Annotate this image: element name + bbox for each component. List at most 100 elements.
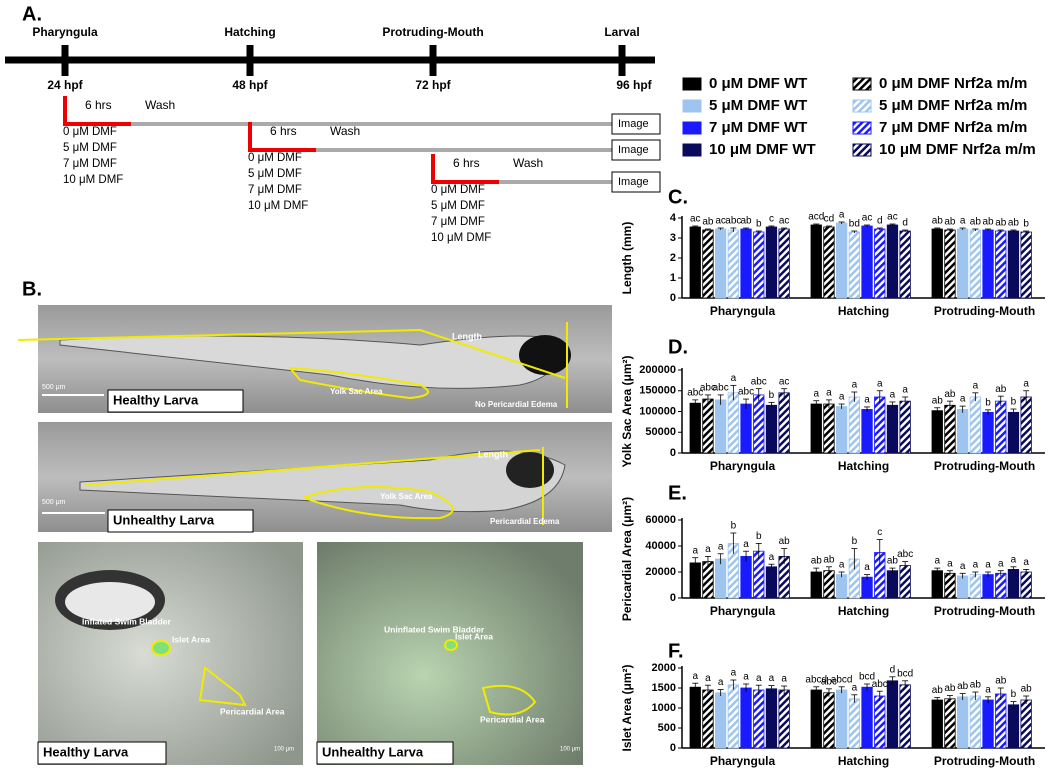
significance-letter: a xyxy=(947,558,953,569)
error-bar xyxy=(864,224,871,227)
bar xyxy=(753,394,765,454)
image-healthy-closeup xyxy=(38,542,303,765)
bar xyxy=(715,558,727,599)
error-bar xyxy=(889,676,896,685)
significance-letter: ac xyxy=(690,214,701,225)
significance-letter: a xyxy=(852,682,858,693)
significance-letter: d xyxy=(877,216,883,227)
stage-name: Hatching xyxy=(224,25,275,39)
significance-letter: d xyxy=(902,218,908,229)
error-bar xyxy=(743,227,750,230)
treatment-line xyxy=(248,122,316,152)
significance-letter: a xyxy=(973,380,979,391)
significance-letter: c xyxy=(769,214,774,225)
stage-time: 96 hpf xyxy=(616,78,652,92)
y-tick-label: 1 xyxy=(670,272,676,284)
image-label: Healthy Larva xyxy=(43,744,129,759)
scale-label: 500 μm xyxy=(42,384,66,391)
x-tick-label: Pharyngula xyxy=(710,459,776,473)
bar xyxy=(982,699,994,749)
significance-letter: abc xyxy=(897,549,913,560)
bar xyxy=(765,404,778,454)
bar xyxy=(740,556,752,599)
bar xyxy=(969,695,981,749)
error-bar xyxy=(704,684,711,695)
y-tick-label: 150000 xyxy=(639,385,676,397)
y-tick-label: 1500 xyxy=(652,682,676,694)
bar xyxy=(982,574,994,599)
error-bar xyxy=(876,227,883,230)
bar xyxy=(886,680,899,749)
bar xyxy=(969,396,981,454)
error-bar xyxy=(704,556,711,567)
significance-letter: abcd xyxy=(805,674,827,685)
significance-letter: ab xyxy=(932,395,944,406)
error-bar xyxy=(864,683,871,691)
error-bar xyxy=(934,567,941,574)
bar xyxy=(778,228,790,299)
bar xyxy=(689,402,701,454)
error-bar xyxy=(717,689,724,696)
error-bar xyxy=(889,223,896,226)
dose-label: 7 μM DMF xyxy=(431,216,485,228)
error-bar xyxy=(825,566,832,575)
significance-letter: ab xyxy=(740,216,752,227)
error-bar xyxy=(781,685,788,694)
bar xyxy=(836,406,848,454)
significance-letter: a xyxy=(705,544,711,555)
error-bar xyxy=(717,394,724,405)
dose-label: 5 μM DMF xyxy=(248,168,302,180)
label-box xyxy=(37,741,167,765)
y-tick-label: 100000 xyxy=(639,405,676,417)
bar xyxy=(886,404,899,454)
error-bar xyxy=(889,401,896,409)
significance-letter: ac xyxy=(779,376,790,387)
error-bar xyxy=(1023,695,1030,704)
significance-letter: a xyxy=(705,673,711,684)
error-bar xyxy=(997,687,1004,700)
y-tick-label: 0 xyxy=(670,592,676,604)
annotation: Length xyxy=(478,449,508,459)
bar xyxy=(765,226,778,299)
dose-label: 10 μM DMF xyxy=(431,232,491,244)
error-bar xyxy=(743,398,750,410)
larva-images xyxy=(17,305,612,765)
bar xyxy=(1007,569,1020,599)
dose-label: 0 μM DMF xyxy=(248,152,302,164)
bar xyxy=(982,411,994,454)
error-bar xyxy=(876,690,883,701)
significance-letter: abc xyxy=(713,383,729,394)
bar xyxy=(836,689,848,749)
annotation: Length xyxy=(452,331,482,341)
error-bar xyxy=(902,561,909,570)
legend-swatch xyxy=(682,77,702,91)
error-bar xyxy=(972,392,979,402)
y-tick-label: 200000 xyxy=(639,364,676,376)
significance-letter: ab xyxy=(995,218,1007,229)
error-bar xyxy=(813,400,820,408)
error-bar xyxy=(730,679,737,690)
error-bar xyxy=(717,227,724,230)
significance-letter: cd xyxy=(824,214,835,225)
significance-letter: abc xyxy=(872,679,888,690)
bar xyxy=(778,392,790,454)
dose-label: 7 μM DMF xyxy=(248,184,302,196)
error-bar xyxy=(730,384,737,401)
bar xyxy=(874,396,886,454)
error-bar xyxy=(876,539,883,566)
bar xyxy=(715,399,727,454)
bar xyxy=(740,228,752,299)
panel-label: E. xyxy=(668,482,687,504)
significance-letter: a xyxy=(864,562,870,573)
error-bar xyxy=(985,571,992,578)
label-box xyxy=(107,509,254,533)
significance-letter: ab xyxy=(970,217,982,228)
legend-swatch xyxy=(682,99,702,113)
bar xyxy=(944,698,956,749)
bar xyxy=(836,222,848,299)
significance-letter: a xyxy=(890,390,896,401)
islet-outline xyxy=(444,639,458,651)
error-bar xyxy=(851,694,858,703)
significance-letter: a xyxy=(826,388,832,399)
error-bar xyxy=(902,229,909,232)
